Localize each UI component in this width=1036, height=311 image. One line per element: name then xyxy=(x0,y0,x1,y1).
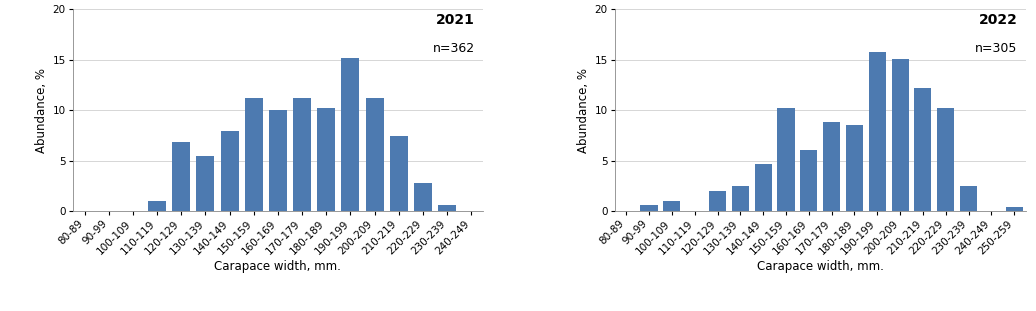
Bar xyxy=(390,136,408,211)
Bar xyxy=(342,58,359,211)
Bar xyxy=(293,98,311,211)
Bar xyxy=(754,164,772,211)
Bar xyxy=(640,205,658,211)
Bar xyxy=(938,108,954,211)
Text: 2022: 2022 xyxy=(979,13,1017,27)
Bar xyxy=(731,186,749,211)
X-axis label: Carapace width, mm.: Carapace width, mm. xyxy=(756,260,884,273)
Bar xyxy=(244,98,263,211)
Bar xyxy=(438,205,456,211)
Bar xyxy=(366,98,383,211)
Text: n=362: n=362 xyxy=(433,42,476,55)
Bar xyxy=(221,131,238,211)
Y-axis label: Abundance, %: Abundance, % xyxy=(35,68,48,153)
Bar xyxy=(777,108,795,211)
Bar xyxy=(869,52,886,211)
X-axis label: Carapace width, mm.: Carapace width, mm. xyxy=(214,260,342,273)
Bar xyxy=(823,122,840,211)
Bar xyxy=(413,183,432,211)
Bar xyxy=(960,186,977,211)
Bar xyxy=(172,142,191,211)
Bar xyxy=(800,150,817,211)
Bar xyxy=(709,191,726,211)
Bar xyxy=(317,108,336,211)
Bar xyxy=(148,202,166,211)
Y-axis label: Abundance, %: Abundance, % xyxy=(577,68,591,153)
Bar xyxy=(269,110,287,211)
Bar xyxy=(663,202,681,211)
Bar xyxy=(1006,207,1023,211)
Bar xyxy=(846,124,863,211)
Bar xyxy=(197,156,214,211)
Bar xyxy=(892,59,909,211)
Text: n=305: n=305 xyxy=(975,42,1017,55)
Text: 2021: 2021 xyxy=(436,13,476,27)
Bar xyxy=(915,88,931,211)
